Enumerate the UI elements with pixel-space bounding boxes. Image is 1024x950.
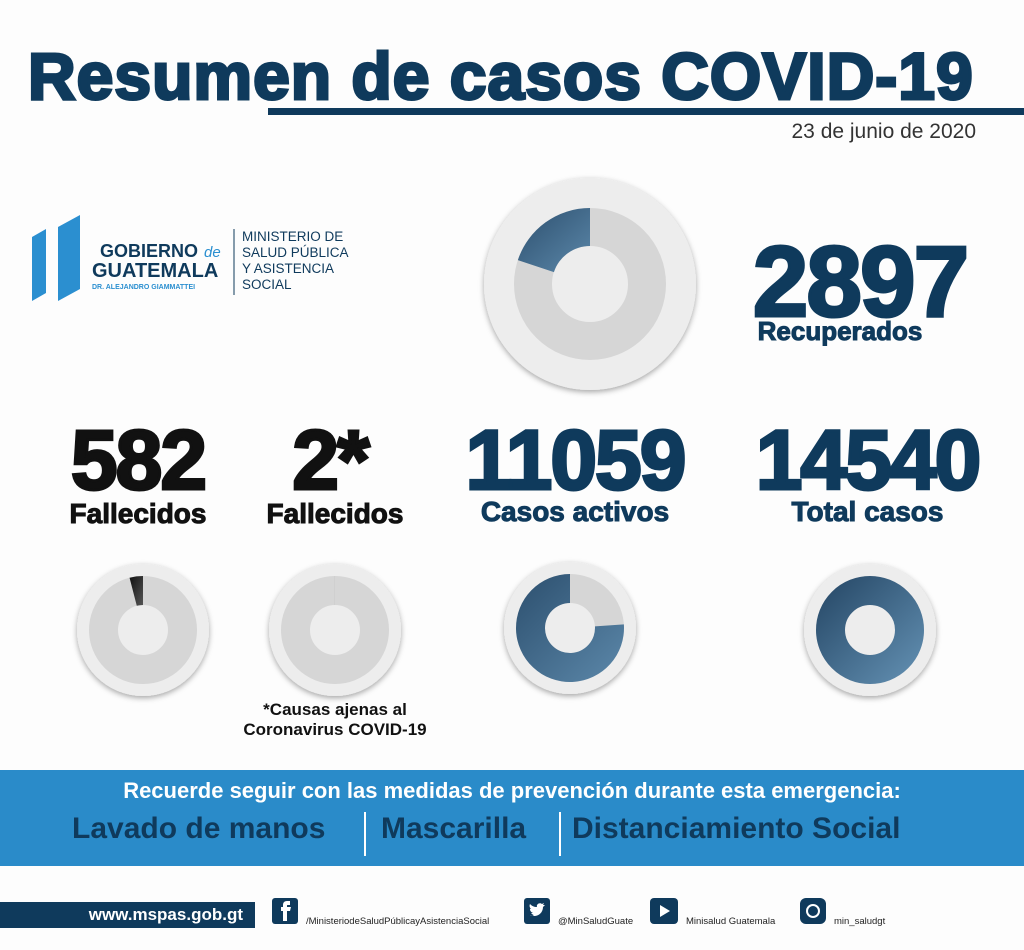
logo-guatemala: GUATEMALA	[92, 260, 218, 282]
social-handle: /MinisteriodeSaludPúblicayAsistenciaSoci…	[306, 916, 489, 927]
social-icons: /MinisteriodeSaludPúblicayAsistenciaSoci…	[272, 898, 886, 927]
footnote-line: *Causas ajenas al	[263, 700, 407, 719]
social-handle: min_saludgt	[834, 916, 886, 927]
banner-item: Mascarilla	[381, 812, 527, 845]
stat-value: 11059	[464, 413, 688, 507]
instagram-icon	[800, 898, 826, 924]
logo-gobierno: GOBIERNO	[100, 241, 198, 261]
logo-stripe	[32, 229, 46, 301]
banner: Recuerde seguir con las medidas de preve…	[0, 770, 1024, 866]
social-handle: Minisalud Guatemala	[686, 916, 776, 927]
ministry-line: SALUD PÚBLICA	[242, 245, 349, 260]
logo: GOBIERNO de GUATEMALA DR. ALEJANDRO GIAM…	[32, 215, 349, 301]
twitter-glyph	[529, 903, 545, 917]
donut-segment	[517, 208, 590, 273]
banner-text: Recuerde seguir con las medidas de preve…	[123, 778, 901, 803]
stat-label: Total casos	[791, 496, 944, 528]
instagram-glyph	[806, 904, 820, 918]
website: www.mspas.gob.gt	[88, 905, 243, 924]
logo-president: DR. ALEJANDRO GIAMMATTEI	[92, 284, 195, 291]
facebook-glyph	[281, 901, 291, 921]
donut-segment	[516, 574, 625, 682]
logo-de: de	[204, 244, 221, 261]
footnote: *Causas ajenas al Coronavirus COVID-19	[215, 700, 455, 740]
stat-value: 14540	[754, 413, 983, 507]
ministry-line: SOCIAL	[242, 277, 292, 292]
banner-divider	[364, 812, 366, 856]
stat-label: Casos activos	[480, 496, 670, 528]
footnote-line: Coronavirus COVID-19	[243, 720, 427, 739]
donut-layer	[77, 178, 936, 696]
banner-divider	[559, 812, 561, 856]
date: 23 de junio de 2020	[791, 120, 977, 143]
stat-label: Fallecidos	[266, 498, 404, 530]
stat-value: 2*	[291, 413, 371, 507]
title: Resumen de casos COVID-19	[27, 39, 975, 114]
donut-segment	[816, 576, 924, 684]
social-handle: @MinSaludGuate	[558, 916, 633, 927]
ministry-line: MINISTERIO DE	[242, 229, 343, 244]
footer-bar: www.mspas.gob.gt	[0, 902, 255, 928]
logo-stripe	[58, 215, 80, 301]
title-underline	[268, 108, 1024, 115]
stat-label: Recuperados	[757, 316, 923, 347]
banner-item: Distanciamiento Social	[572, 812, 901, 845]
donut-segment	[129, 576, 143, 606]
ministry-line: Y ASISTENCIA	[242, 261, 334, 276]
stat-value: 2897	[751, 226, 970, 338]
stat-value: 582	[69, 413, 208, 507]
stat-label: Fallecidos	[69, 498, 207, 530]
banner-item: Lavado de manos	[72, 812, 326, 845]
youtube-glyph	[660, 905, 670, 917]
